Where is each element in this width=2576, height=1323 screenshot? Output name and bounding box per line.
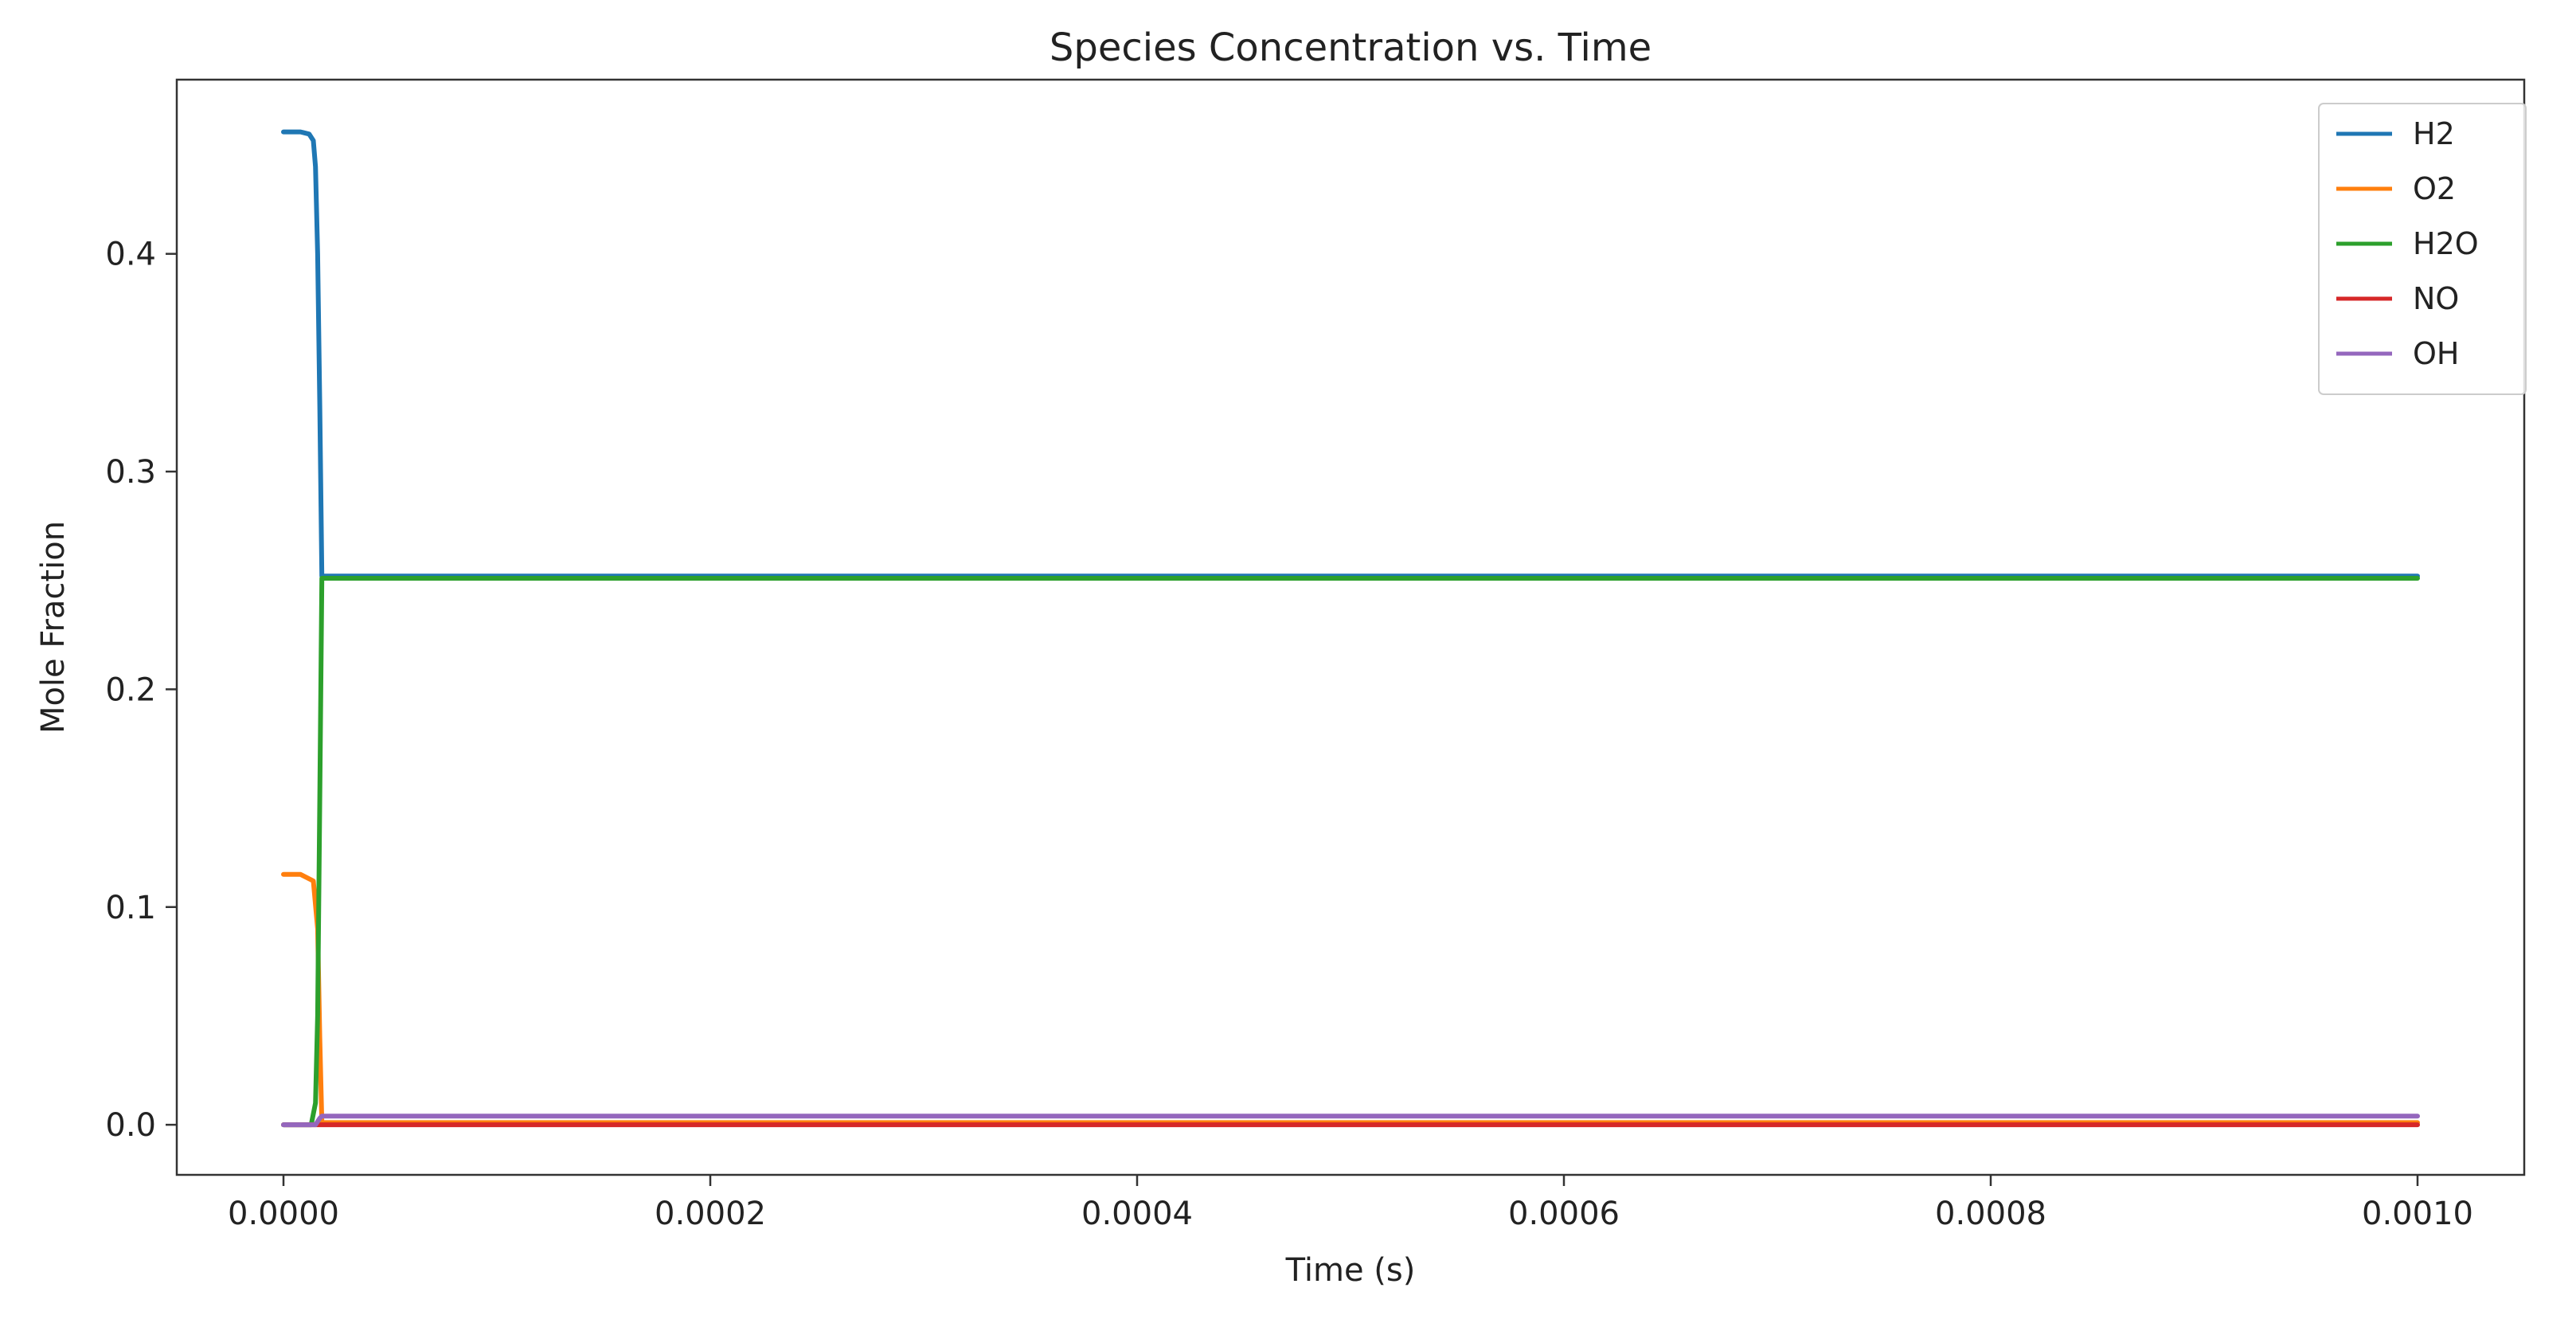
- x-tick-label: 0.0010: [2362, 1196, 2473, 1232]
- x-tick-label: 0.0008: [1935, 1196, 2046, 1232]
- y-tick-label: 0.0: [105, 1107, 156, 1144]
- x-tick-label: 0.0006: [1508, 1196, 1620, 1232]
- x-tick-label: 0.0004: [1081, 1196, 1193, 1232]
- plot-area: 0.0000 0.0002 0.0004 0.0006 0.0008 0.0010 0.0…: [105, 78, 2526, 1232]
- axes-frame: [175, 78, 2526, 1176]
- legend-entry-h2: H2: [2413, 116, 2455, 151]
- y-axis-label: Mole Fraction: [35, 521, 72, 734]
- series-line-h2: [281, 129, 2420, 579]
- x-axis-label: Time (s): [1285, 1252, 1416, 1289]
- series-layer: [281, 129, 2420, 1128]
- legend-box: [2318, 103, 2527, 395]
- legend-entry-no: NO: [2413, 281, 2459, 316]
- series-line-o2: [281, 871, 2420, 1125]
- x-tick-label: 0.0000: [228, 1196, 339, 1232]
- series-line-oh: [281, 1114, 2420, 1128]
- y-tick-label: 0.2: [105, 671, 156, 708]
- legend-entry-o2: O2: [2413, 171, 2456, 206]
- legend-entry-oh: OH: [2413, 336, 2459, 371]
- y-tick-label: 0.3: [105, 454, 156, 491]
- legend-entry-h2o: H2O: [2413, 226, 2479, 261]
- y-tick-label: 0.1: [105, 890, 156, 926]
- series-line-h2o: [281, 576, 2420, 1128]
- x-axis: 0.0000 0.0002 0.0004 0.0006 0.0008 0.0010: [228, 1175, 2473, 1232]
- y-tick-label: 0.4: [105, 237, 156, 273]
- legend: H2 O2 H2O NO OH: [2318, 103, 2527, 395]
- chart-title: Species Concentration vs. Time: [1050, 25, 1652, 70]
- y-axis: 0.0 0.1 0.2 0.3 0.4: [105, 237, 177, 1144]
- x-tick-label: 0.0002: [655, 1196, 766, 1232]
